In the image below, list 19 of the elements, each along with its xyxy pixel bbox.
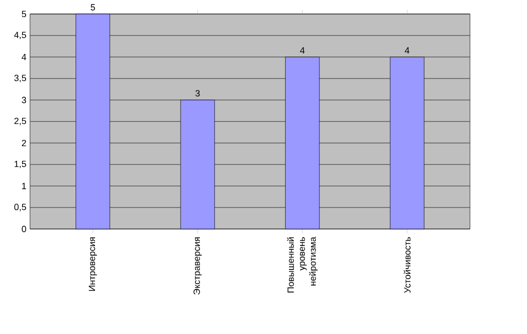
x-tick-label: Интроверсия: [88, 237, 97, 291]
y-tick-label: 4: [22, 54, 26, 60]
x-tick-label: Устойчивость: [404, 237, 411, 293]
data-label: 3: [195, 90, 200, 96]
y-tick-label: 4,5: [14, 32, 26, 40]
data-label: 5: [90, 4, 95, 10]
x-tick-label: Повышенный уровень нейротизма: [287, 236, 318, 292]
y-tick-label: 2,5: [14, 118, 26, 126]
y-tick-label: 0,5: [14, 204, 26, 212]
x-tick-label: Экстраверсия: [194, 237, 202, 295]
y-tick-label: 0: [22, 226, 26, 232]
y-tick-label: 5: [22, 10, 26, 18]
y-tick-label: 3: [22, 96, 26, 104]
y-tick-label: 1,5: [14, 160, 26, 168]
data-label: 4: [300, 47, 305, 54]
y-tick-label: 3,5: [14, 74, 26, 82]
y-tick-label: 1: [22, 182, 26, 190]
y-tick-label: 2: [22, 140, 26, 146]
data-label: 4: [404, 47, 410, 54]
